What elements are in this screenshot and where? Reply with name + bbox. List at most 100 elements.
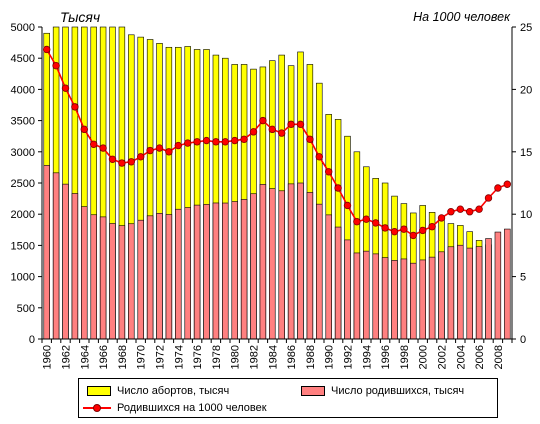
left-tick-label: 1500	[11, 240, 35, 252]
birth-rate-point	[202, 136, 211, 145]
birth-rate-point	[89, 140, 98, 149]
births-bar	[278, 190, 285, 340]
left-tick-label: 4500	[11, 53, 35, 65]
births-bar	[128, 223, 135, 340]
birth-rate-point	[43, 45, 51, 54]
birth-rate-point	[381, 224, 389, 232]
births-bar	[184, 207, 191, 340]
birth-rate-point	[343, 201, 352, 210]
birth-rate-point	[212, 138, 220, 146]
birth-rate-point	[362, 215, 370, 223]
x-tick-label: 1990	[324, 345, 336, 369]
births-bar	[419, 259, 426, 340]
x-tick-label: 1988	[305, 345, 317, 369]
birth-rate-point	[174, 141, 182, 150]
birth-rate-point	[315, 153, 323, 161]
x-tick-label: 1978	[211, 345, 223, 369]
birth-rate-point	[259, 116, 267, 125]
birth-rate-point	[240, 135, 248, 144]
left-tick-label: 500	[17, 303, 35, 315]
births-bar	[240, 199, 248, 340]
births-bar	[353, 252, 361, 340]
right-tick-label: 15	[520, 147, 532, 159]
births-bar	[410, 262, 417, 340]
left-tick-label: 3500	[11, 116, 35, 128]
births-bar	[325, 214, 332, 340]
births-bar	[344, 239, 351, 340]
births-bar	[400, 258, 408, 340]
birth-rate-point	[325, 168, 333, 176]
birth-rate-point	[61, 84, 70, 92]
births-bar	[90, 214, 97, 340]
births-bar	[297, 182, 304, 340]
legend-item-birth-rate: Родившихся на 1000 человек	[83, 402, 267, 414]
births-bar	[363, 250, 370, 340]
left-tick-label: 1000	[11, 272, 35, 284]
births-bar	[212, 202, 220, 340]
legend-label-birth-rate: Родившихся на 1000 человек	[117, 402, 267, 414]
x-tick-label: 1974	[173, 345, 185, 369]
x-tick-label: 1998	[399, 345, 411, 369]
birth-rate-point	[268, 125, 276, 134]
left-tick-label: 0	[29, 334, 35, 346]
birth-rate-point	[71, 103, 79, 111]
birth-rate-point	[221, 138, 229, 146]
birth-rate-point	[334, 184, 342, 192]
births-bar	[287, 183, 295, 340]
births-bar	[99, 216, 107, 340]
x-tick-label: 1960	[42, 345, 54, 369]
birth-rate-point	[484, 194, 493, 202]
birth-rate-point	[372, 219, 380, 227]
births-bar	[81, 206, 88, 340]
x-tick-label: 1986	[286, 345, 298, 369]
left-axis-unit-title: Тысяч	[60, 9, 101, 25]
tick-labels: 0 500 1000 1500 2000 2500 3000 3500 4000 4500 5000…	[11, 22, 533, 369]
births-bar	[381, 257, 389, 340]
birth-rate-point	[99, 144, 107, 152]
births-bar	[175, 208, 182, 340]
births-bar	[118, 225, 126, 340]
x-tick-label: 1964	[79, 345, 91, 369]
birth-rate-point	[52, 61, 60, 70]
births-bar	[156, 213, 163, 340]
legend: Число абортов, тысяч Число родившихся, т…	[78, 378, 498, 418]
x-tick-label: 1984	[267, 345, 279, 369]
legend-swatch-births	[301, 386, 325, 396]
x-tick-label: 1992	[343, 345, 355, 369]
births-bar	[475, 246, 483, 340]
births-bar	[43, 165, 50, 340]
birth-rate-point	[136, 153, 145, 161]
births-bar	[250, 193, 257, 340]
birth-rate-path	[46, 49, 508, 237]
right-tick-label: 0	[520, 334, 526, 346]
births-bar	[466, 247, 473, 340]
births-bar	[447, 246, 455, 340]
birth-rate-point	[108, 155, 117, 163]
x-tick-label: 2006	[474, 345, 486, 369]
births-bar	[316, 203, 323, 340]
births-bar	[259, 184, 267, 340]
birth-rate-point	[230, 136, 239, 145]
right-tick-label: 20	[520, 84, 532, 96]
x-tick-label: 1976	[192, 345, 204, 369]
birth-rate-point	[503, 180, 511, 188]
birth-rate-point	[400, 225, 408, 233]
births-bar	[334, 226, 342, 340]
birth-rate-point	[419, 226, 427, 235]
births-bar	[146, 215, 154, 340]
birth-rate-point	[127, 158, 135, 166]
legend-label-births: Число родившихся, тысяч	[331, 385, 465, 397]
legend-swatch-abortions	[87, 386, 111, 396]
birth-rate-point	[409, 231, 417, 240]
legend-item-births: Число родившихся, тысяч	[301, 385, 464, 397]
birth-rate-point	[278, 129, 286, 137]
births-bar	[494, 231, 502, 340]
birth-rate-point	[155, 144, 164, 152]
birth-rate-point	[494, 184, 502, 192]
x-tick-label: 1966	[98, 345, 110, 369]
left-tick-label: 2000	[11, 209, 35, 221]
birth-rate-point	[287, 120, 295, 129]
x-tick-label: 1968	[117, 345, 129, 369]
x-tick-label: 1996	[380, 345, 392, 369]
births-bar	[504, 228, 511, 340]
